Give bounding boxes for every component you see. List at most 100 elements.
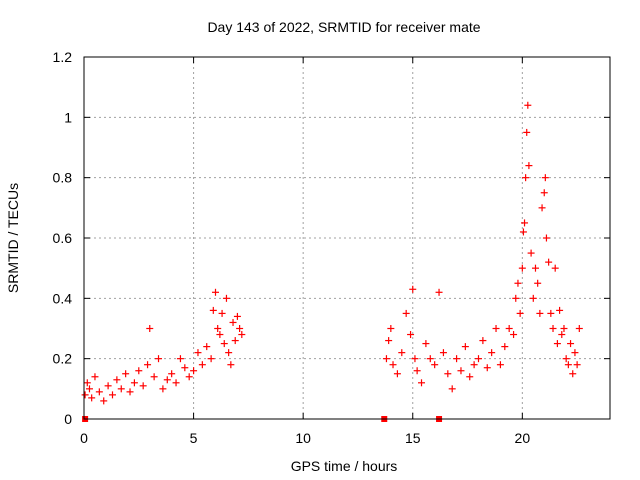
data-point [387,325,394,332]
data-point [488,349,495,356]
data-point [122,370,129,377]
plot-frame [84,57,610,419]
data-point [144,361,151,368]
data-point [109,391,116,398]
data-point [571,349,578,356]
data-point [234,313,241,320]
data-point [525,162,532,169]
y-tick-label: 0.8 [53,170,73,186]
x-tick-label: 5 [190,430,198,446]
data-point [574,361,581,368]
data-point [409,286,416,293]
data-point [181,364,188,371]
data-point [398,349,405,356]
x-axis-label: GPS time / hours [291,458,398,474]
data-point [440,349,447,356]
data-point [569,370,576,377]
data-point [168,370,175,377]
data-point [199,361,206,368]
data-point [427,355,434,362]
data-point [521,219,528,226]
data-point [560,325,567,332]
data-point [113,376,120,383]
data-point [385,337,392,344]
x-tick-label: 20 [515,430,531,446]
data-point [203,343,210,350]
data-point [444,370,451,377]
data-point [86,385,93,392]
data-point [449,385,456,392]
data-point [431,361,438,368]
data-point [532,265,539,272]
y-axis-label: SRMTID / TECUs [5,183,21,293]
data-point [520,228,527,235]
data-point [227,361,234,368]
x-tick-label: 15 [405,430,421,446]
data-point [479,337,486,344]
data-point [225,349,232,356]
data-point [506,325,513,332]
data-point [390,361,397,368]
x-tick-label: 10 [295,430,311,446]
data-point [514,280,521,287]
data-point [466,373,473,380]
data-point [517,310,524,317]
data-point [194,349,201,356]
data-point [238,331,245,338]
data-point [565,361,572,368]
y-tick-label: 0.6 [53,230,73,246]
data-point [493,325,500,332]
data-point [501,343,508,350]
data-point [576,325,583,332]
chart-title: Day 143 of 2022, SRMTID for receiver mat… [207,19,480,35]
data-point [88,394,95,401]
data-point [512,295,519,302]
y-tick-label: 0.4 [53,290,73,306]
data-point [221,340,228,347]
data-point [146,325,153,332]
data-point [497,361,504,368]
data-point [236,325,243,332]
data-point [528,250,535,257]
data-point [118,385,125,392]
data-point [519,265,526,272]
data-point [556,307,563,314]
y-tick-label: 0.2 [53,351,73,367]
data-point [530,295,537,302]
data-point [214,325,221,332]
data-point [462,343,469,350]
data-point [177,355,184,362]
data-point [84,379,91,386]
data-point [186,373,193,380]
data-point [457,367,464,374]
data-point [422,340,429,347]
data-point [436,289,443,296]
data-point [164,376,171,383]
data-points [82,102,583,422]
data-point [552,265,559,272]
data-point [100,397,107,404]
data-point [212,289,219,296]
data-point [418,379,425,386]
data-point [522,174,529,181]
y-tick-label: 1 [64,109,72,125]
data-point [554,340,561,347]
data-point [545,259,552,266]
data-point [383,355,390,362]
data-point [547,310,554,317]
data-point [541,189,548,196]
data-point [219,310,226,317]
data-point [140,382,147,389]
data-point [127,388,134,395]
data-point [155,355,162,362]
data-point [135,367,142,374]
data-point [190,367,197,374]
y-tick-label: 0 [64,411,72,427]
data-point [536,310,543,317]
data-point [453,355,460,362]
data-point [394,370,401,377]
data-point [534,280,541,287]
data-point [216,331,223,338]
data-point [414,367,421,374]
data-point [523,129,530,136]
